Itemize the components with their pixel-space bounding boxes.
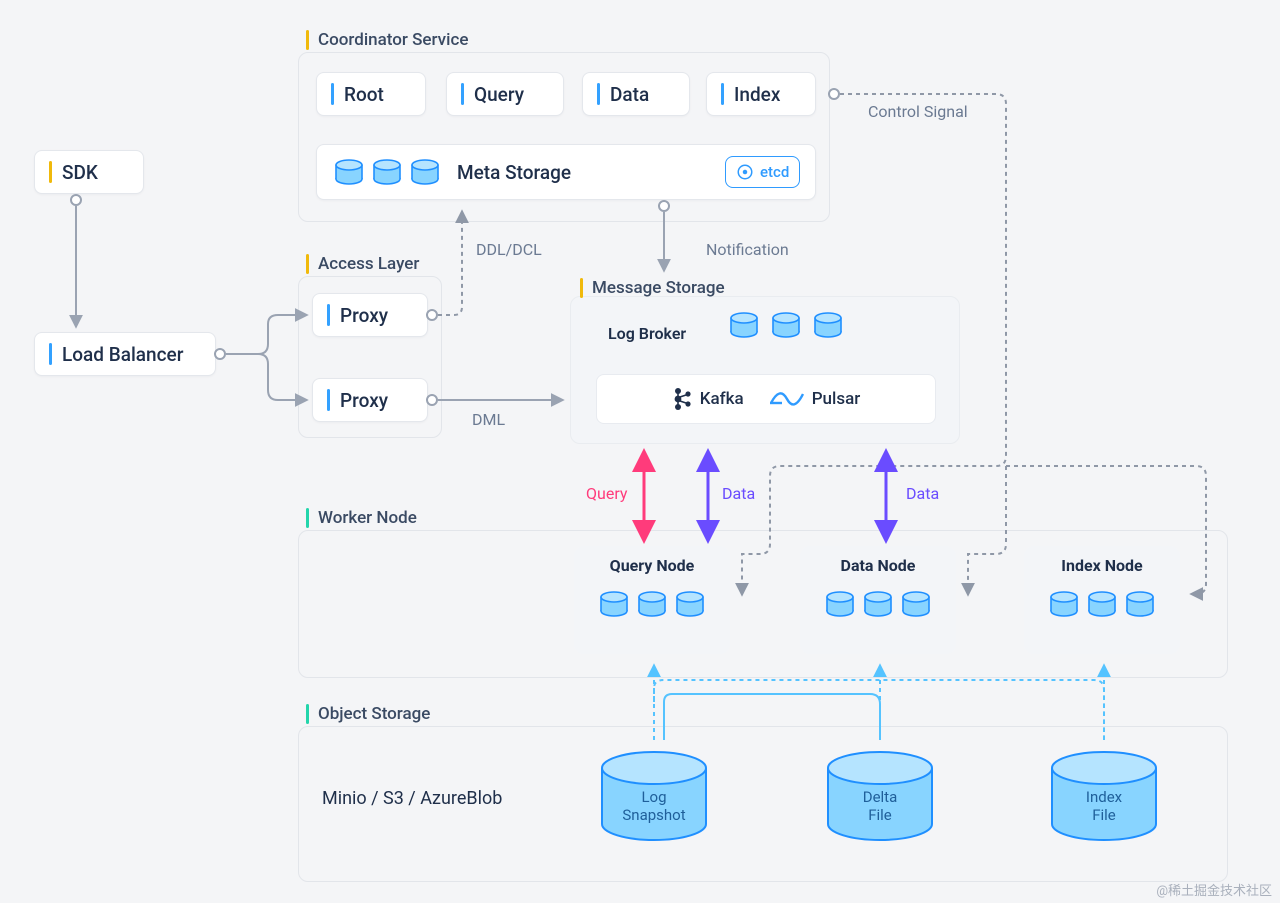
- etcd-badge: etcd: [725, 156, 800, 188]
- notification-label: Notification: [706, 240, 789, 259]
- gear-icon: [736, 163, 754, 181]
- sdk-box: SDK: [34, 150, 144, 194]
- index-file-cyl: Index File: [1050, 748, 1158, 846]
- kafka-icon: [672, 387, 692, 411]
- message-title: Message Storage: [574, 278, 731, 298]
- ddl-label: DDL/DCL: [476, 240, 542, 259]
- log-broker-label: Log Broker: [608, 324, 686, 343]
- proxy-1: Proxy: [312, 293, 428, 337]
- query-node: Query Node: [574, 546, 730, 654]
- coord-root: Root: [316, 72, 426, 116]
- query-edge-label: Query: [586, 484, 627, 503]
- pulsar-icon: [770, 390, 804, 408]
- load-balancer-label: Load Balancer: [62, 343, 183, 366]
- log-snapshot-cyl: Log Snapshot: [600, 748, 708, 846]
- cylinder-icon: [373, 159, 401, 185]
- cylinder-icon: [730, 312, 758, 338]
- worker-title: Worker Node: [300, 508, 423, 528]
- proxy-2: Proxy: [312, 378, 428, 422]
- data-edge-label-1: Data: [722, 484, 755, 503]
- index-node: Index Node: [1024, 546, 1180, 654]
- watermark: @稀土掘金技术社区: [1156, 880, 1272, 899]
- delta-file-cyl: Delta File: [826, 748, 934, 846]
- load-balancer-box: Load Balancer: [34, 332, 216, 376]
- coord-query: Query: [446, 72, 564, 116]
- object-backends-label: Minio / S3 / AzureBlob: [322, 788, 502, 809]
- sdk-label: SDK: [62, 161, 98, 184]
- coord-index: Index: [706, 72, 816, 116]
- data-node: Data Node: [800, 546, 956, 654]
- control-label: Control Signal: [868, 102, 968, 121]
- coordinator-title: Coordinator Service: [300, 30, 474, 50]
- coord-data: Data: [582, 72, 690, 116]
- kafka-pulsar-box: Kafka Pulsar: [596, 374, 936, 424]
- cylinder-icon: [411, 159, 439, 185]
- access-title: Access Layer: [300, 254, 425, 274]
- cylinder-icon: [335, 159, 363, 185]
- object-title: Object Storage: [300, 704, 436, 724]
- data-edge-label-2: Data: [906, 484, 939, 503]
- cylinder-icon: [772, 312, 800, 338]
- cylinder-icon: [814, 312, 842, 338]
- dml-label: DML: [472, 410, 505, 429]
